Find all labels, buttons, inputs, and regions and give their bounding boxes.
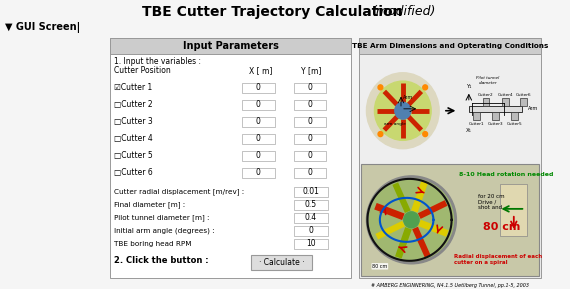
Bar xyxy=(242,168,275,178)
Text: TBE Cutter Trajectory Calculation: TBE Cutter Trajectory Calculation xyxy=(142,5,403,19)
Text: Arm: Arm xyxy=(402,95,413,100)
Circle shape xyxy=(404,212,419,228)
Text: Cutter radial displacement [m/rev] :: Cutter radial displacement [m/rev] : xyxy=(114,188,244,195)
Text: □Cutter 4: □Cutter 4 xyxy=(114,134,153,143)
Text: 0: 0 xyxy=(256,117,260,126)
Bar xyxy=(359,38,540,278)
Bar xyxy=(294,134,326,144)
Text: Cutter6: Cutter6 xyxy=(515,93,531,97)
Text: Y [m]: Y [m] xyxy=(301,66,321,75)
Text: 0: 0 xyxy=(308,117,312,126)
Text: 2. Click the button :: 2. Click the button : xyxy=(114,256,209,265)
Text: 0: 0 xyxy=(308,84,312,92)
Text: □Cutter 3: □Cutter 3 xyxy=(114,117,153,126)
Bar xyxy=(473,112,480,120)
Bar xyxy=(520,98,527,106)
Text: Final diameter [m] :: Final diameter [m] : xyxy=(114,201,185,208)
Text: Arm: Arm xyxy=(528,106,539,111)
Text: 0: 0 xyxy=(308,101,312,110)
Ellipse shape xyxy=(369,179,454,261)
Bar xyxy=(483,98,490,106)
Text: Pilot tunnel
diameter: Pilot tunnel diameter xyxy=(477,77,499,85)
Circle shape xyxy=(423,85,428,90)
Text: 0: 0 xyxy=(308,151,312,160)
Bar xyxy=(294,239,328,249)
Text: Radial displacement of each
cutter on a spiral: Radial displacement of each cutter on a … xyxy=(454,254,543,265)
Text: 0: 0 xyxy=(308,134,312,143)
Text: Cutter Position: Cutter Position xyxy=(114,66,170,75)
Ellipse shape xyxy=(367,176,457,264)
Bar xyxy=(294,226,328,236)
Text: Cutter5: Cutter5 xyxy=(507,122,523,126)
Text: 0: 0 xyxy=(256,101,260,110)
Text: for 20 cm
Drive /
shot and: for 20 cm Drive / shot and xyxy=(478,194,505,210)
Circle shape xyxy=(378,85,383,90)
Text: 0.5: 0.5 xyxy=(305,200,317,209)
Bar xyxy=(492,112,499,120)
Text: ▼ GUI Screen|: ▼ GUI Screen| xyxy=(5,23,80,34)
Bar xyxy=(294,100,326,110)
Text: Input Parameters: Input Parameters xyxy=(182,41,279,51)
Bar xyxy=(294,168,326,178)
Text: 0: 0 xyxy=(256,168,260,177)
Text: TBE boring head RPM: TBE boring head RPM xyxy=(114,241,192,247)
Text: Cutter1: Cutter1 xyxy=(469,122,484,126)
Text: 80 cm: 80 cm xyxy=(372,264,388,269)
Text: Y₁: Y₁ xyxy=(466,84,471,89)
Text: 10: 10 xyxy=(306,239,316,248)
Bar xyxy=(242,134,275,144)
Text: Pilot tunnel diameter [m] :: Pilot tunnel diameter [m] : xyxy=(114,214,209,221)
Text: Cutter2: Cutter2 xyxy=(478,93,494,97)
Bar xyxy=(511,112,518,120)
Text: 0: 0 xyxy=(308,168,312,177)
Circle shape xyxy=(395,102,411,119)
Bar xyxy=(294,83,326,93)
Text: (modified): (modified) xyxy=(371,5,435,18)
Bar xyxy=(242,100,275,110)
Text: □Cutter 6: □Cutter 6 xyxy=(114,168,153,177)
Text: Cutter3: Cutter3 xyxy=(488,122,503,126)
Circle shape xyxy=(374,81,431,140)
Bar xyxy=(242,117,275,127)
Bar xyxy=(294,213,328,223)
Text: X₁: X₁ xyxy=(466,128,472,133)
Text: □Cutter 2: □Cutter 2 xyxy=(114,101,153,110)
Bar xyxy=(242,83,275,93)
Text: 80 cm: 80 cm xyxy=(483,222,520,232)
Text: □Cutter 5: □Cutter 5 xyxy=(114,151,153,160)
Bar xyxy=(110,38,351,278)
Bar xyxy=(502,98,508,106)
FancyBboxPatch shape xyxy=(251,255,312,270)
Circle shape xyxy=(423,131,428,137)
Text: 0: 0 xyxy=(256,134,260,143)
Bar xyxy=(294,151,326,161)
Text: 0.4: 0.4 xyxy=(305,213,317,222)
Text: # AMBERG ENGINNERING, N4.1.5 Uetliberg Tunnel, pp.1-5, 2003: # AMBERG ENGINNERING, N4.1.5 Uetliberg T… xyxy=(370,283,529,288)
Text: TBE Arm Dimensions and Opterating Conditions: TBE Arm Dimensions and Opterating Condit… xyxy=(352,43,548,49)
Text: Initial arm angle (degrees) :: Initial arm angle (degrees) : xyxy=(114,228,214,234)
Text: 0: 0 xyxy=(256,84,260,92)
Bar xyxy=(469,106,523,112)
Bar xyxy=(110,38,351,54)
Text: arm angle: arm angle xyxy=(384,122,406,126)
Bar xyxy=(294,117,326,127)
Circle shape xyxy=(378,131,383,137)
Text: X [ m]: X [ m] xyxy=(249,66,272,75)
Text: 8-10 Head rotation needed: 8-10 Head rotation needed xyxy=(459,172,553,177)
Text: Cutter4: Cutter4 xyxy=(498,93,513,97)
Text: 1. Input the variables :: 1. Input the variables : xyxy=(114,58,201,66)
Text: 0: 0 xyxy=(308,226,314,235)
Text: 0: 0 xyxy=(256,151,260,160)
Text: ☑Cutter 1: ☑Cutter 1 xyxy=(114,84,152,92)
Bar xyxy=(242,151,275,161)
Bar xyxy=(294,187,328,197)
Bar xyxy=(361,164,539,276)
Text: · Calculate ·: · Calculate · xyxy=(259,258,304,267)
Text: 0.01: 0.01 xyxy=(303,187,319,196)
Circle shape xyxy=(367,73,439,149)
Bar xyxy=(500,184,527,236)
Bar xyxy=(359,38,540,54)
Bar xyxy=(294,200,328,210)
